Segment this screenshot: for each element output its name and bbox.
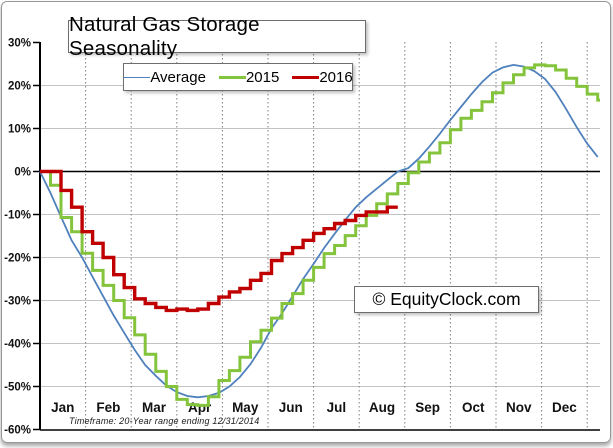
legend-item-average: Average xyxy=(123,69,206,86)
month-label: Nov xyxy=(506,400,532,415)
month-label: Aug xyxy=(369,400,395,415)
legend-label-2016: 2016 xyxy=(319,68,353,86)
month-label: Dec xyxy=(552,400,577,415)
month-label: Jun xyxy=(279,400,303,415)
chart-title: Natural Gas Storage Seasonality xyxy=(69,12,260,60)
month-label: May xyxy=(232,400,259,415)
y-tick-label: 30% xyxy=(8,38,31,50)
legend-label-2015: 2015 xyxy=(245,68,280,86)
y-tick-label: -10% xyxy=(4,210,31,222)
month-label: Mar xyxy=(142,400,167,415)
y-tick-label: -40% xyxy=(4,339,31,351)
legend-item-2015: 2015 xyxy=(218,68,280,86)
legend-swatch-2016 xyxy=(292,75,320,79)
y-tick-label: -50% xyxy=(4,382,31,394)
series-line-average xyxy=(39,63,599,399)
watermark: © EquityClock.com xyxy=(354,286,539,313)
legend-label-average: Average xyxy=(150,68,206,86)
month-label: Feb xyxy=(96,400,120,415)
month-label: Jul xyxy=(327,400,347,415)
timeframe-note: Timeframe: 20-Year range ending 12/31/20… xyxy=(69,416,260,426)
series-line-2015 xyxy=(40,63,600,407)
month-label: Sep xyxy=(415,400,440,415)
series-line-2016 xyxy=(40,169,398,313)
legend-item-2016: 2016 xyxy=(292,68,353,86)
y-tick-label: -20% xyxy=(4,253,31,265)
y-tick-label: -30% xyxy=(4,296,31,308)
y-tick-label: 10% xyxy=(8,124,31,136)
chart-title-box: Natural Gas Storage Seasonality xyxy=(68,13,366,60)
legend: Average 2015 2016 xyxy=(123,63,353,91)
y-tick-label: 0% xyxy=(14,167,31,179)
y-tick-label: -60% xyxy=(4,425,31,437)
legend-swatch-average xyxy=(123,76,151,78)
legend-swatch-2015 xyxy=(218,75,246,79)
month-label: Oct xyxy=(462,400,485,415)
month-label: Jan xyxy=(51,400,74,415)
y-tick-label: 20% xyxy=(8,81,31,93)
